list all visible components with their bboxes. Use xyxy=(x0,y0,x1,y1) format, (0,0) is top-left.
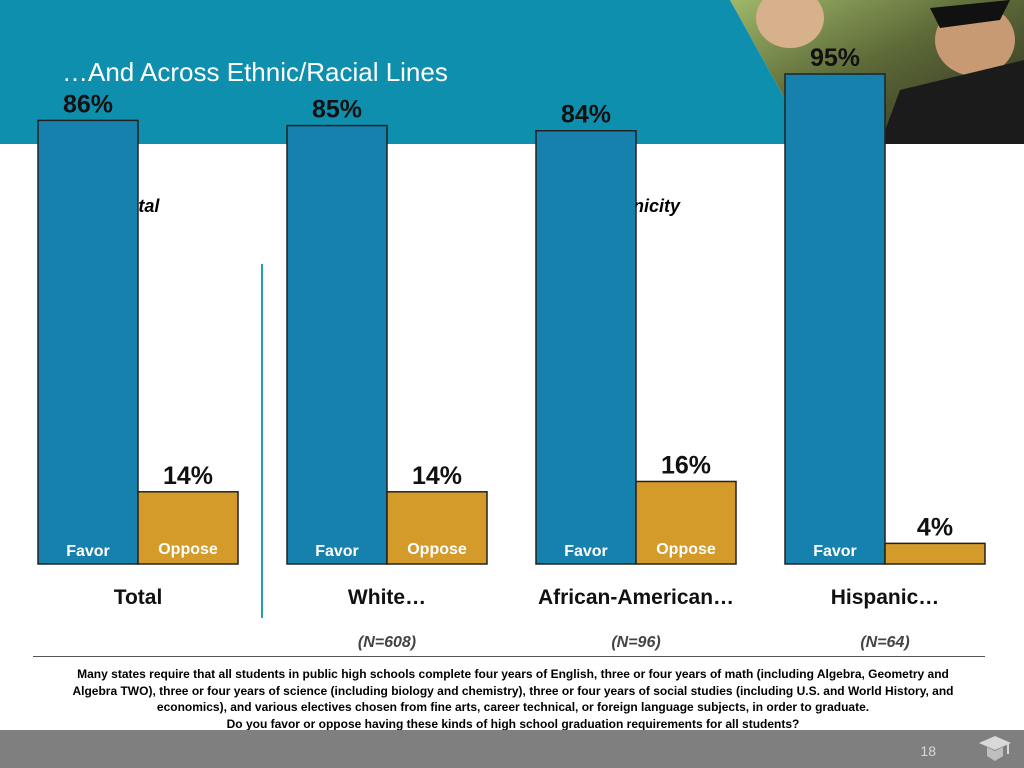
graduation-cap-icon xyxy=(979,736,1011,761)
bar-oppose-3 xyxy=(884,542,986,565)
bar-text-favor-3: Favor xyxy=(813,543,857,560)
page-number: 18 xyxy=(920,743,936,759)
category-label-1: White… xyxy=(348,586,426,609)
bar-text-oppose-2: Oppose xyxy=(656,541,716,558)
bar-text-oppose-1: Oppose xyxy=(407,541,467,558)
sample-size-1: (N=608) xyxy=(358,634,416,651)
bar-favor-0 xyxy=(37,119,139,565)
value-label-oppose-1: 14% xyxy=(412,462,462,490)
header-teal-panel xyxy=(0,0,810,144)
value-label-favor-0: 86% xyxy=(63,90,113,118)
bar-oppose-1 xyxy=(386,491,488,565)
question-line-3: economics), and various electives chosen… xyxy=(156,700,870,714)
footer-bar: 18 xyxy=(0,730,1024,768)
bar-text-favor-0: Favor xyxy=(66,543,110,560)
category-label-2: African-American… xyxy=(538,586,734,609)
bar-favor-3 xyxy=(784,73,886,565)
value-label-favor-2: 84% xyxy=(561,101,611,129)
question-line-1: Many states require that all students in… xyxy=(77,667,949,681)
bottom-rule xyxy=(33,656,985,657)
question-line-2: Algebra TWO), three or four years of sci… xyxy=(72,683,954,698)
question-line-4: Do you favor or oppose having these kind… xyxy=(226,716,800,731)
bar-text-favor-2: Favor xyxy=(564,543,608,560)
value-label-favor-3: 95% xyxy=(810,44,860,72)
value-label-favor-1: 85% xyxy=(312,96,362,124)
value-label-oppose-2: 16% xyxy=(661,451,711,479)
bar-oppose-0 xyxy=(137,491,239,565)
favor-oppose-bar-chart: 86% Favor 14% Oppose Total 85% Favor 14% Oppose W… xyxy=(37,44,986,651)
bar-oppose-2 xyxy=(635,480,737,565)
value-label-oppose-0: 14% xyxy=(163,462,213,490)
bar-favor-1 xyxy=(286,124,388,565)
header-band xyxy=(0,0,1024,144)
value-label-oppose-3: 4% xyxy=(917,513,953,541)
category-label-0: Total xyxy=(114,586,163,609)
question-text: Many states require that all students in… xyxy=(18,666,1008,732)
bar-favor-2 xyxy=(535,129,637,565)
sample-size-2: (N=96) xyxy=(611,634,660,651)
category-label-3: Hispanic… xyxy=(831,586,940,609)
bar-text-favor-1: Favor xyxy=(315,543,359,560)
slide-title: …And Across Ethnic/Racial Lines xyxy=(62,57,448,87)
sample-size-3: (N=64) xyxy=(860,634,909,651)
bar-text-oppose-0: Oppose xyxy=(158,541,218,558)
